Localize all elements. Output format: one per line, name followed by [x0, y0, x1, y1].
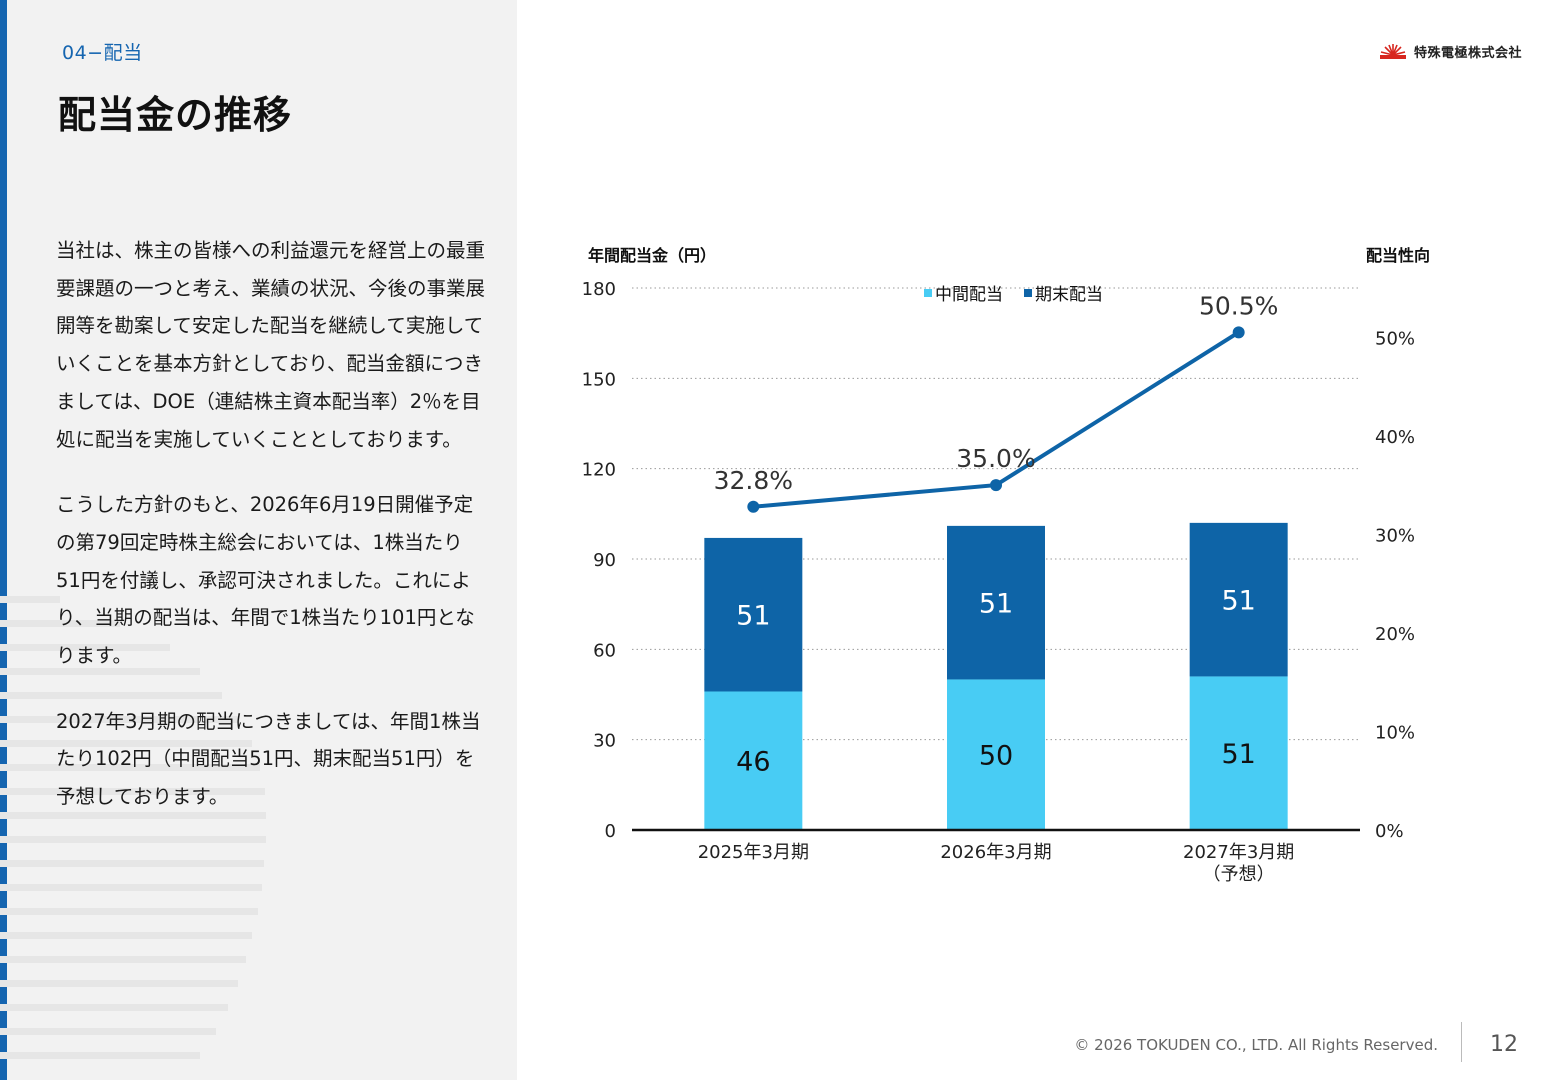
paragraph-policy: 当社は、株主の皆様への利益還元を経営上の最重要課題の一つと考え、業績の状況、今後…	[56, 239, 486, 451]
y-tick-label: 180	[582, 279, 616, 300]
company-logo: 特殊電極株式会社	[1378, 42, 1522, 61]
dividend-chart: 年間配当金（円） 配当性向 0 30 60 90 120 150 180 0% 10% 20% 30% 4…	[582, 246, 1430, 885]
axes: 年間配当金（円） 配当性向 0 30 60 90 120 150 180 0% 10% 20% 30% 4…	[582, 246, 1430, 885]
chart-legend: 中間配当 期末配当	[924, 285, 1103, 305]
footer-divider	[1461, 1022, 1462, 1062]
y2-tick-label: 30%	[1375, 525, 1415, 546]
page-number: 12	[1490, 1032, 1518, 1057]
legend-label: 期末配当	[1035, 285, 1103, 305]
legend-swatch	[1024, 289, 1032, 297]
data-labels: 46 51 50 51 51 51 32.8% 35.0% 50.5%	[714, 291, 1279, 777]
y2-tick-label: 20%	[1375, 624, 1415, 645]
y-tick-label: 30	[593, 731, 616, 752]
x-tick-label: 2025年3月期	[698, 842, 809, 863]
sunburst-logo-icon	[1379, 43, 1406, 59]
bar-value-label: 46	[736, 747, 770, 778]
x-tick-label: 2026年3月期	[940, 842, 1051, 863]
decorative-stripes	[0, 596, 266, 1059]
bar-segment	[704, 537, 803, 692]
y2-tick-label: 0%	[1375, 821, 1404, 842]
paragraph-forecast: 2027年3月期の配当につきましては、年間1株当たり102円（中間配当51円、期…	[56, 709, 481, 809]
footer: © 2026 TOKUDEN CO., LTD. All Rights Rese…	[960, 1010, 1560, 1080]
bar-value-label: 51	[979, 589, 1013, 620]
page-title: 配当金の推移	[58, 93, 293, 137]
bar-segment	[1189, 676, 1288, 830]
y-axis-title: 年間配当金（円）	[588, 246, 716, 265]
y2-tick-label: 10%	[1375, 722, 1415, 743]
legend-swatch	[924, 289, 932, 297]
y2-tick-label: 40%	[1375, 427, 1415, 448]
y-tick-label: 150	[582, 369, 616, 390]
bar-value-label: 50	[979, 741, 1013, 772]
x-tick-sublabel: （予想）	[1203, 864, 1275, 885]
bar-value-label: 51	[1221, 739, 1255, 770]
y2-axis-title: 配当性向	[1366, 246, 1430, 265]
payout-ratio-line	[747, 326, 1245, 513]
bar-segment	[947, 525, 1045, 680]
y-tick-label: 0	[605, 821, 616, 842]
bar-value-label: 51	[736, 601, 770, 632]
section-label: 04−配当	[62, 42, 143, 64]
y-tick-label: 90	[593, 550, 616, 571]
bars	[704, 522, 1288, 830]
y-tick-label: 120	[582, 460, 616, 481]
payout-ratio-point	[990, 479, 1002, 492]
paragraph-current-dividend: こうした方針のもと、2026年6月19日開催予定の第79回定時株主総会においては…	[56, 493, 475, 668]
y2-tick-label: 50%	[1375, 328, 1415, 349]
bar-segment	[1189, 522, 1288, 677]
payout-ratio-label: 35.0%	[956, 444, 1035, 473]
x-tick-label: 2027年3月期	[1183, 842, 1294, 863]
left-panel	[0, 0, 517, 1080]
company-name: 特殊電極株式会社	[1413, 46, 1522, 61]
payout-ratio-point	[747, 500, 760, 513]
payout-ratio-label: 32.8%	[714, 466, 793, 495]
accent-bar	[0, 0, 7, 1080]
payout-ratio-point	[1232, 326, 1245, 339]
body-text: 当社は、株主の皆様への利益還元を経営上の最重要課題の一つと考え、業績の状況、今後…	[56, 232, 486, 844]
bar-segment	[947, 679, 1045, 830]
y-tick-label: 60	[593, 640, 616, 661]
bar-segment	[704, 691, 803, 830]
payout-ratio-label: 50.5%	[1199, 291, 1278, 320]
legend-label: 中間配当	[935, 285, 1003, 305]
copyright-text: © 2026 TOKUDEN CO., LTD. All Rights Rese…	[1074, 1036, 1438, 1054]
bar-value-label: 51	[1221, 586, 1255, 617]
